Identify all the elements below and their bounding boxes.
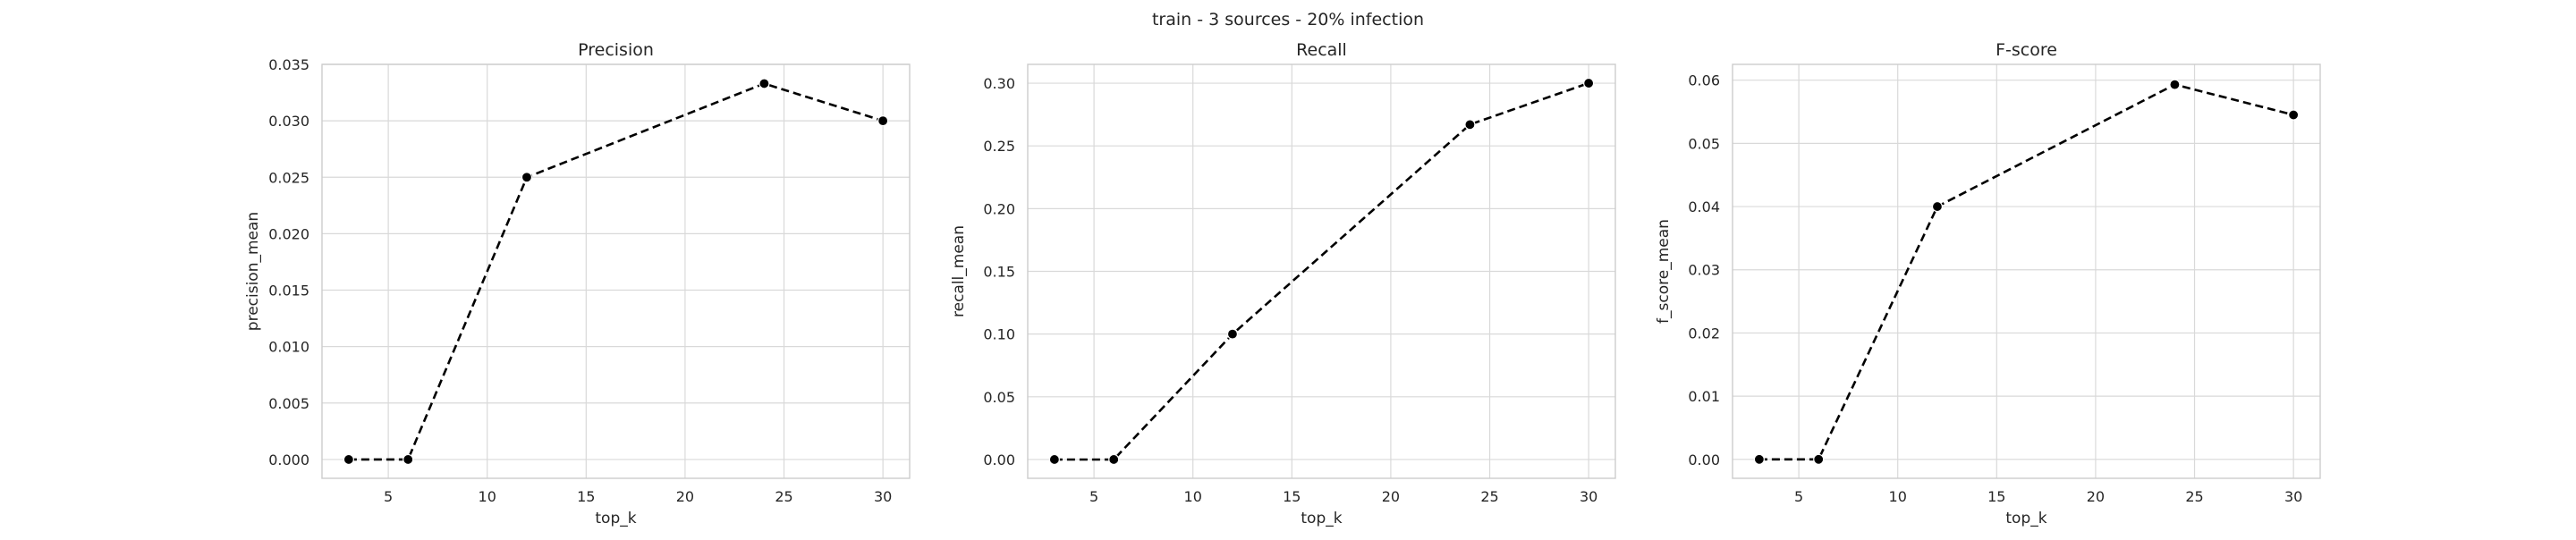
- y-axis-label: recall_mean: [950, 225, 968, 317]
- y-tick-label: 0.05: [983, 389, 1015, 406]
- x-tick-label: 5: [1089, 488, 1098, 505]
- data-point: [2288, 109, 2300, 121]
- y-tick-label: 0.15: [983, 264, 1015, 281]
- y-tick-label: 0.06: [1688, 72, 1720, 89]
- y-tick-label: 0.020: [268, 225, 309, 242]
- y-tick-label: 0.25: [983, 138, 1015, 155]
- y-tick-label: 0.03: [1688, 262, 1720, 279]
- subplot-title: Precision: [578, 40, 654, 60]
- x-tick-label: 30: [874, 488, 892, 505]
- x-axis-label: top_k: [595, 510, 636, 527]
- x-tick-label: 5: [1794, 488, 1803, 505]
- subplot-title: F-score: [1996, 40, 2057, 60]
- y-tick-label: 0.00: [1688, 451, 1720, 468]
- x-axis-label: top_k: [2005, 510, 2046, 527]
- data-point: [877, 115, 889, 127]
- plot-frame: [1027, 63, 1616, 479]
- subplot-1: 5 10 15 20 25 30 0.000 0.005 0.010 0.015 0.020 0.02…: [244, 40, 911, 527]
- plot-frame: [321, 63, 911, 479]
- y-axis-label: f_score_mean: [1655, 219, 1673, 324]
- y-tick-label: 0.035: [268, 56, 309, 73]
- x-tick-label: 25: [1480, 488, 1498, 505]
- data-point: [1108, 453, 1120, 466]
- x-tick-label: 5: [384, 488, 393, 505]
- y-tick-label: 0.30: [983, 75, 1015, 92]
- y-tick-label: 0.10: [983, 326, 1015, 343]
- y-tick-label: 0.025: [268, 169, 309, 186]
- series-line: [1758, 83, 2294, 461]
- y-tick-label: 0.04: [1688, 198, 1720, 215]
- subplot-3: 5 10 15 20 25 30 0.00 0.01 0.02 0.03 0.04 0.05 0.06 F…: [1655, 40, 2321, 527]
- x-tick-label: 30: [1580, 488, 1597, 505]
- data-point: [343, 453, 354, 466]
- data-point: [1464, 119, 1476, 131]
- figure-suptitle: train - 3 sources - 20% infection: [1152, 10, 1424, 30]
- data-point: [402, 453, 414, 466]
- y-tick-label: 0.030: [268, 113, 309, 130]
- y-tick-label: 0.015: [268, 283, 309, 300]
- y-tick-label: 0.000: [268, 451, 309, 468]
- x-tick-label: 20: [2087, 488, 2105, 505]
- data-point: [1226, 328, 1239, 340]
- data-point: [2169, 79, 2181, 90]
- y-tick-label: 0.005: [268, 395, 309, 412]
- y-tick-label: 0.05: [1688, 135, 1720, 152]
- x-tick-label: 15: [577, 488, 595, 505]
- x-tick-label: 20: [1382, 488, 1400, 505]
- y-tick-label: 0.02: [1688, 325, 1720, 342]
- y-tick-label: 0.00: [983, 451, 1015, 468]
- x-tick-label: 30: [2284, 488, 2302, 505]
- y-tick-label: 0.20: [983, 200, 1015, 217]
- x-tick-label: 15: [1987, 488, 2005, 505]
- x-tick-label: 25: [775, 488, 792, 505]
- x-tick-label: 25: [2185, 488, 2203, 505]
- data-point: [1753, 453, 1765, 465]
- y-tick-label: 0.01: [1688, 388, 1720, 405]
- x-tick-label: 10: [479, 488, 496, 505]
- x-tick-label: 20: [676, 488, 694, 505]
- data-point: [521, 172, 533, 183]
- y-tick-label: 0.010: [268, 339, 309, 356]
- x-axis-label: top_k: [1301, 510, 1342, 527]
- x-tick-label: 10: [1889, 488, 1907, 505]
- data-point: [1048, 453, 1060, 466]
- data-point: [1583, 77, 1595, 89]
- subplot-2: 5 10 15 20 25 30 0.00 0.05 0.10 0.15 0.20 0.25 0.30 R…: [950, 40, 1616, 527]
- x-tick-label: 10: [1184, 488, 1202, 505]
- data-point: [758, 78, 770, 89]
- subplot-title: Recall: [1296, 40, 1347, 60]
- data-point: [1931, 200, 1944, 213]
- data-point: [1813, 453, 1825, 465]
- y-axis-label: precision_mean: [244, 212, 262, 331]
- x-tick-label: 15: [1283, 488, 1301, 505]
- plot-frame: [1732, 63, 2321, 479]
